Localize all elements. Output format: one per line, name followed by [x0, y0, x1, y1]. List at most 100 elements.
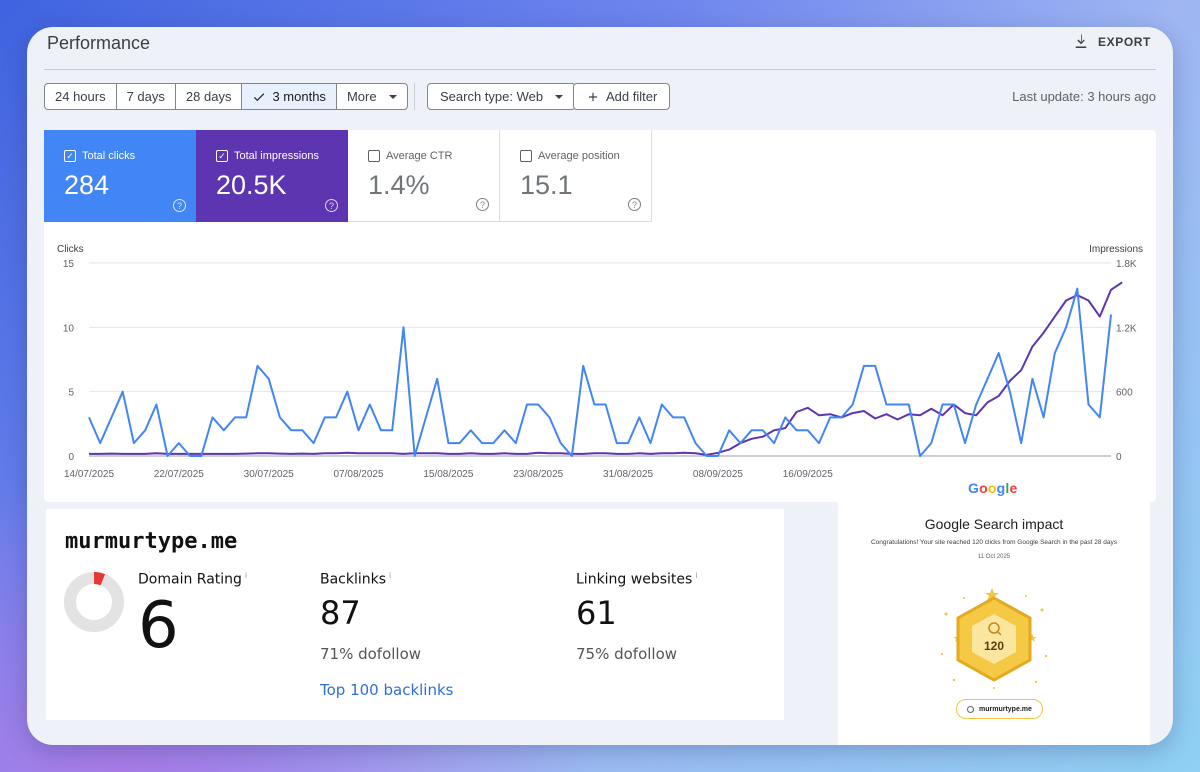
- info-icon[interactable]: i: [695, 571, 698, 580]
- range-3-months[interactable]: 3 months: [242, 84, 337, 109]
- y-right-tick-label: 1.8K: [1116, 259, 1137, 270]
- metric-value: 284: [64, 170, 110, 200]
- x-tick-label: 07/08/2025: [334, 469, 384, 480]
- metric-label-row: ✓ Total clicks: [64, 150, 196, 162]
- top-backlinks-link[interactable]: Top 100 backlinks: [320, 681, 454, 699]
- add-filter-button[interactable]: Add filter: [573, 83, 671, 110]
- metric-label: Average position: [538, 150, 620, 162]
- google-impact-card: Google Google Search impact Congratulati…: [838, 480, 1150, 745]
- metric-average-ctr[interactable]: Average CTR 1.4% ?: [348, 130, 500, 222]
- range-3-months-label: 3 months: [272, 89, 326, 104]
- y-left-tick-label: 10: [63, 323, 75, 334]
- y-axis-right-title: Impressions: [1089, 244, 1143, 255]
- metric-total-impressions[interactable]: ✓ Total impressions 20.5K ?: [196, 130, 348, 222]
- y-left-tick-label: 5: [68, 388, 74, 399]
- badge-inner: [972, 614, 1016, 664]
- checkbox-icon[interactable]: [368, 150, 380, 162]
- info-icon[interactable]: i: [389, 571, 392, 580]
- metric-label: Total impressions: [234, 150, 319, 162]
- linking-websites-label: Linking websites i: [576, 571, 698, 588]
- domain-rating-donut: [64, 572, 124, 632]
- y-right-tick-label: 600: [1116, 388, 1133, 399]
- metric-label: Total clicks: [82, 150, 136, 162]
- metric-label-row: ✓ Total impressions: [216, 150, 348, 162]
- export-button[interactable]: EXPORT: [1072, 33, 1151, 51]
- clicks-series-line: [88, 287, 1112, 457]
- donut-track: [64, 572, 124, 632]
- google-letter: g: [996, 480, 1006, 496]
- backlinks-dofollow: 71% dofollow: [320, 645, 422, 663]
- export-label: EXPORT: [1098, 35, 1151, 49]
- info-icon[interactable]: i: [244, 571, 248, 580]
- metric-average-position[interactable]: Average position 15.1 ?: [500, 130, 652, 222]
- search-icon: [988, 622, 1000, 634]
- x-tick-label: 31/08/2025: [603, 469, 653, 480]
- add-filter-label: Add filter: [606, 89, 658, 104]
- dropdown-arrow-icon: [388, 94, 397, 99]
- y-axis-left-title: Clicks: [57, 244, 84, 255]
- checkbox-checked-icon[interactable]: ✓: [64, 150, 76, 162]
- metric-value: 1.4%: [368, 170, 430, 200]
- impact-title: Google Search impact: [924, 516, 1064, 532]
- metric-label-row: Average CTR: [368, 150, 499, 162]
- linking-dofollow: 75% dofollow: [576, 645, 678, 663]
- y-right-tick-label: 1.2K: [1116, 323, 1137, 334]
- download-icon: [1075, 34, 1087, 48]
- performance-chart[interactable]: Clicks Impressions 15 1.8K 10 1.2K 5 600 0 0 14/07…: [44, 240, 1156, 502]
- more-label: More: [346, 89, 377, 104]
- x-tick-label: 16/09/2025: [783, 469, 833, 480]
- metric-value: 20.5K: [216, 170, 287, 200]
- backlinks-label: Backlinks i: [320, 571, 391, 588]
- backlinks-value: 87: [320, 594, 361, 632]
- badge-value: 120: [984, 639, 1004, 653]
- y-right-tick-label: 0: [1116, 452, 1122, 463]
- x-tick-label: 15/08/2025: [423, 469, 473, 480]
- x-tick-label: 08/09/2025: [693, 469, 743, 480]
- help-icon[interactable]: ?: [628, 198, 641, 211]
- metric-label: Average CTR: [386, 150, 453, 162]
- search-type-label: Search type: Web: [440, 89, 544, 104]
- help-icon[interactable]: ?: [325, 199, 338, 212]
- date-range-selector: 24 hours 7 days 28 days 3 months More: [44, 83, 408, 110]
- performance-card: Performance EXPORT 24 hours 7 days 28 da…: [27, 27, 1173, 745]
- metric-total-clicks[interactable]: ✓ Total clicks 284 ?: [44, 130, 196, 222]
- header-divider: [44, 69, 1156, 70]
- google-letter: l: [1005, 480, 1010, 496]
- google-letter: o: [987, 480, 997, 496]
- search-type-dropdown[interactable]: Search type: Web: [427, 83, 577, 110]
- y-left-tick-label: 15: [63, 259, 75, 270]
- site-icon: [967, 705, 974, 713]
- google-letter: G: [968, 480, 980, 496]
- range-28-days[interactable]: 28 days: [176, 84, 243, 109]
- domain-rating-value: 6: [138, 589, 179, 663]
- more-ranges-dropdown[interactable]: More: [337, 84, 407, 109]
- x-tick-label: 14/07/2025: [64, 469, 114, 480]
- impact-date: 11 Oct 2025: [977, 554, 1011, 560]
- ahrefs-summary-card: murmurtype.me Domain Rating i 6 Backlinks…: [46, 509, 784, 720]
- plus-icon: [588, 92, 598, 101]
- range-24-hours[interactable]: 24 hours: [45, 84, 117, 109]
- google-letter: e: [1009, 480, 1018, 496]
- impact-subtitle: Congratulations! Your site reached 120 c…: [870, 539, 1118, 546]
- performance-header: Performance EXPORT: [27, 27, 1173, 69]
- site-chip: murmurtype.me: [956, 699, 1043, 719]
- help-icon[interactable]: ?: [173, 199, 186, 212]
- x-tick-label: 23/08/2025: [513, 469, 563, 480]
- domain-rating-label-text: Domain Rating: [138, 571, 242, 588]
- help-icon[interactable]: ?: [476, 198, 489, 211]
- metric-label-row: Average position: [520, 150, 651, 162]
- check-icon: [254, 92, 265, 101]
- range-7-days[interactable]: 7 days: [117, 84, 176, 109]
- site-chip-label: murmurtype.me: [979, 705, 1032, 713]
- last-update-text: Last update: 3 hours ago: [1012, 89, 1156, 104]
- google-logo: Google: [968, 480, 1017, 496]
- metric-value: 15.1: [520, 170, 573, 200]
- x-tick-label: 30/07/2025: [244, 469, 294, 480]
- y-left-tick-label: 0: [68, 452, 74, 463]
- page-title: Performance: [47, 33, 151, 53]
- backlinks-label-text: Backlinks: [320, 571, 387, 588]
- search-icon-handle: [996, 630, 1002, 636]
- checkbox-icon[interactable]: [520, 150, 532, 162]
- checkbox-checked-icon[interactable]: ✓: [216, 150, 228, 162]
- impressions-series-line: [89, 281, 1123, 456]
